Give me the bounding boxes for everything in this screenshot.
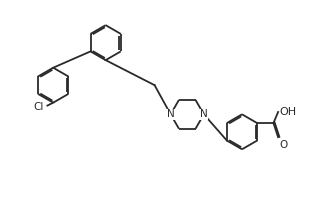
Text: N: N	[200, 109, 208, 119]
Text: O: O	[280, 140, 288, 150]
Text: OH: OH	[279, 107, 296, 117]
Text: N: N	[167, 109, 174, 119]
Text: Cl: Cl	[33, 102, 43, 112]
